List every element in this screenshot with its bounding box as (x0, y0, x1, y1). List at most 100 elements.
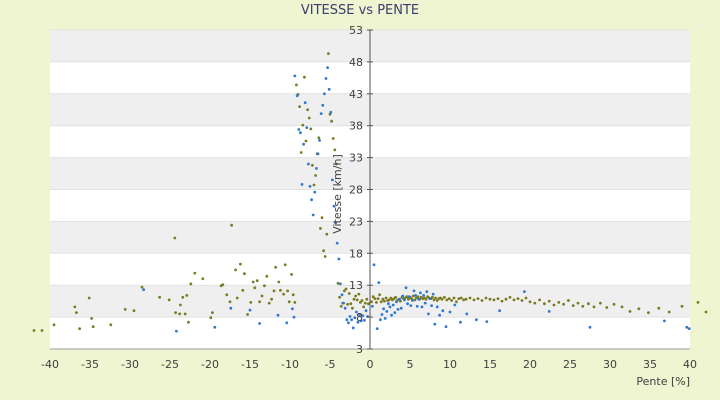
data-point-series-a (637, 307, 641, 311)
data-point-series-a (167, 298, 171, 302)
data-point-series-a (322, 249, 325, 253)
data-point-series-b (406, 302, 409, 306)
x-tick-label: -5 (325, 358, 336, 371)
data-point-series-a (323, 255, 327, 258)
data-point-series-a (249, 301, 253, 304)
data-point-series-a (303, 75, 306, 79)
data-point-series-a (405, 295, 409, 299)
x-tick-label: -30 (121, 358, 139, 371)
data-point-series-a (680, 304, 684, 308)
data-point-series-b (441, 309, 445, 313)
data-point-series-b (285, 321, 289, 325)
data-point-series-a (211, 311, 214, 314)
data-point-series-b (343, 306, 347, 310)
data-point-series-a (384, 296, 388, 300)
data-point-series-a (293, 301, 297, 304)
y-tick-label: 8 (356, 311, 363, 324)
data-point-series-a (90, 317, 93, 320)
data-point-series-a (52, 323, 56, 327)
data-point-series-b (417, 297, 421, 301)
x-tick-label: -40 (41, 358, 59, 371)
data-point-series-a (378, 293, 381, 297)
data-point-series-b (393, 311, 397, 314)
y-tick-label: 38 (349, 120, 363, 133)
data-point-series-a (500, 299, 504, 303)
data-point-series-a (255, 279, 259, 283)
data-point-series-a (234, 268, 238, 272)
data-point-series-b (415, 304, 419, 308)
data-point-series-b (448, 310, 452, 314)
data-point-series-b (687, 327, 691, 330)
data-point-series-a (274, 265, 277, 269)
data-point-series-b (380, 313, 384, 316)
data-point-series-b (685, 325, 689, 329)
x-tick-label: 30 (603, 358, 617, 371)
data-point-series-a (432, 298, 436, 302)
data-point-series-a (462, 298, 465, 302)
data-point-series-a (457, 297, 461, 300)
data-point-series-a (587, 302, 590, 306)
data-point-series-a (528, 300, 532, 304)
data-point-series-b (431, 292, 435, 296)
data-point-series-b (401, 294, 405, 298)
data-point-series-a (667, 310, 671, 314)
data-point-series-a (371, 295, 375, 299)
data-point-series-a (704, 310, 708, 314)
data-point-series-b (276, 313, 280, 317)
data-point-series-b (396, 308, 400, 311)
data-point-series-b (303, 101, 307, 105)
data-point-series-a (309, 127, 313, 131)
data-point-series-b (404, 286, 408, 290)
data-point-series-a (228, 300, 232, 304)
data-point-series-b (334, 221, 337, 225)
data-point-series-a (413, 298, 417, 302)
data-point-series-a (109, 323, 113, 327)
data-point-series-b (453, 303, 457, 307)
data-point-series-a (174, 311, 178, 314)
data-point-series-b (142, 288, 146, 292)
data-point-series-b (395, 300, 398, 304)
data-point-series-a (339, 304, 343, 308)
data-point-series-a (360, 299, 364, 302)
data-point-series-b (430, 304, 433, 307)
data-point-series-b (419, 291, 422, 295)
data-point-series-b (295, 94, 299, 98)
data-point-series-a (311, 163, 314, 167)
data-point-series-a (73, 305, 77, 309)
data-point-series-b (385, 310, 389, 313)
data-point-series-a (612, 302, 616, 306)
data-point-series-b (356, 320, 360, 324)
data-point-series-a (557, 301, 561, 304)
data-point-series-a (201, 277, 205, 281)
data-point-series-a (434, 296, 437, 300)
data-point-series-a (424, 297, 428, 301)
data-point-series-b (588, 325, 592, 329)
data-point-series-b (311, 213, 315, 217)
data-point-series-b (361, 314, 365, 318)
data-point-series-b (175, 329, 178, 333)
data-point-series-b (342, 301, 345, 305)
chart-title: VITESSE vs PENTE (301, 3, 419, 18)
data-point-series-a (75, 311, 78, 314)
data-point-series-b (297, 128, 301, 131)
x-tick-label: -25 (161, 358, 179, 371)
data-point-series-a (547, 299, 551, 303)
data-points (32, 52, 708, 333)
data-point-series-a (251, 280, 255, 284)
data-point-series-b (339, 282, 342, 286)
data-point-series-b (318, 139, 321, 142)
data-point-series-b (308, 184, 312, 188)
data-point-series-a (158, 295, 162, 299)
x-tick-label: 20 (523, 358, 537, 371)
data-point-series-a (325, 232, 329, 236)
data-point-series-a (277, 280, 281, 284)
data-point-series-a (239, 262, 242, 266)
data-point-series-b (324, 77, 328, 80)
data-point-series-a (359, 301, 362, 304)
data-point-series-a (235, 296, 239, 300)
data-point-series-b (459, 320, 462, 324)
data-point-series-b (345, 318, 349, 322)
data-point-series-a (267, 301, 271, 305)
